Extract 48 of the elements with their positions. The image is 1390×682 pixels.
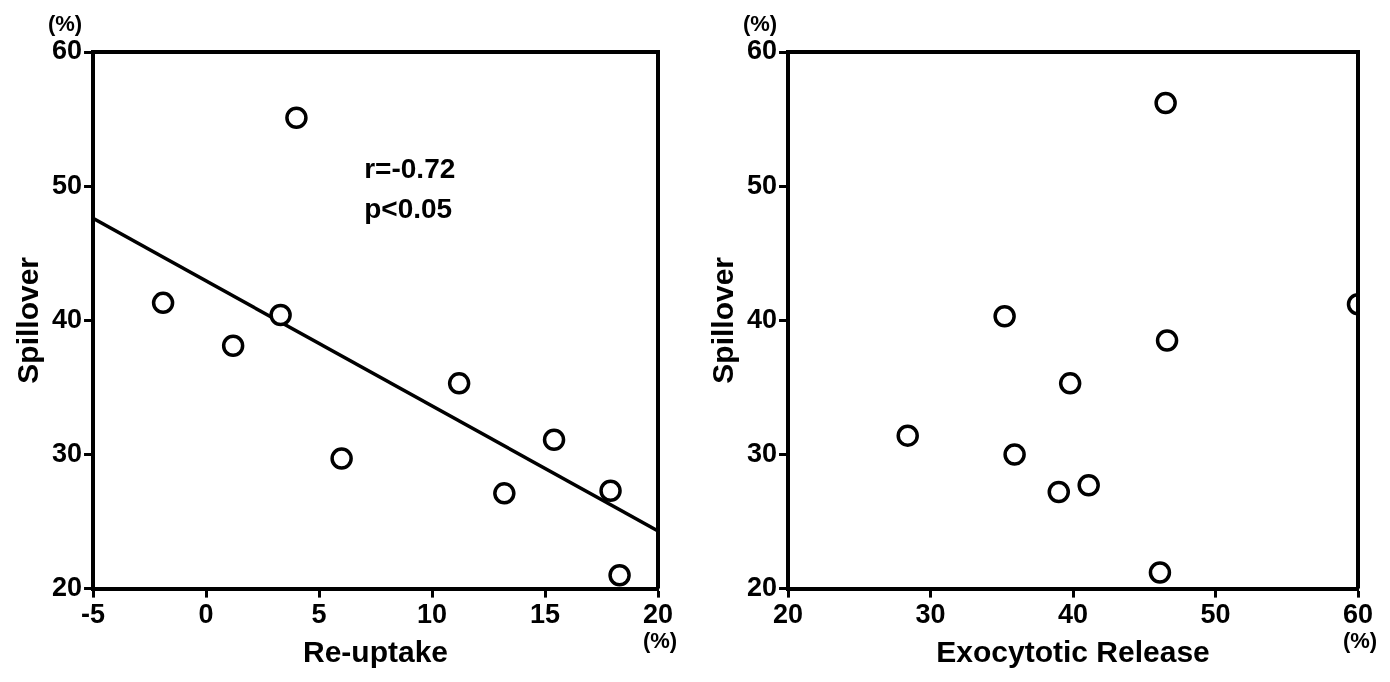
point	[1003, 443, 1026, 466]
x-tick-label: -5	[81, 599, 106, 630]
y-tick-label: 50	[746, 169, 778, 200]
x-tick-label: 10	[416, 599, 448, 630]
point	[330, 447, 353, 470]
point	[1148, 561, 1172, 584]
text: (%)	[642, 627, 678, 653]
annotation: p<0.05	[364, 192, 453, 224]
point	[993, 305, 1016, 328]
y-tick-label: 50	[51, 169, 83, 200]
y-tick-label: 40	[51, 303, 83, 334]
point	[285, 106, 308, 129]
x-tick-label: 20	[642, 599, 674, 630]
point	[221, 334, 245, 358]
x-tick-label: 0	[198, 599, 214, 630]
point	[608, 563, 631, 587]
x-tick-label: 15	[529, 599, 561, 630]
x-axis-title: Exocytotic Release	[936, 635, 1210, 669]
point	[269, 303, 292, 327]
point	[1077, 474, 1100, 497]
point	[493, 482, 516, 505]
text: (%)	[742, 11, 778, 37]
x-tick-label: 5	[311, 599, 327, 630]
y-tick-label: 60	[51, 35, 83, 66]
y-tick-label: 40	[746, 303, 778, 334]
x-tick-label: 40	[1057, 599, 1089, 630]
point	[1154, 91, 1177, 115]
x-tick-label: 50	[1200, 599, 1231, 630]
point	[542, 428, 566, 451]
y-tick-label: 30	[746, 437, 778, 468]
point	[1155, 329, 1179, 352]
point	[1058, 372, 1082, 395]
x-tick-label: 60	[1342, 599, 1374, 630]
text: (%)	[47, 11, 83, 37]
y-tick-label: 60	[746, 35, 778, 66]
point	[447, 372, 471, 395]
y-tick-label: 30	[51, 437, 83, 468]
y-axis-title: Spillover	[706, 256, 740, 384]
point	[896, 424, 919, 447]
y-tick-label: 20	[51, 572, 83, 603]
text: (%)	[1342, 627, 1378, 653]
y-axis-title: Spillover	[11, 256, 45, 384]
point	[151, 291, 175, 315]
x-axis-title: Re-uptake	[302, 635, 449, 669]
x-tick-label: 30	[915, 599, 946, 630]
point	[1047, 480, 1071, 504]
point	[599, 479, 622, 502]
annotation: r=-0.72	[364, 152, 456, 184]
